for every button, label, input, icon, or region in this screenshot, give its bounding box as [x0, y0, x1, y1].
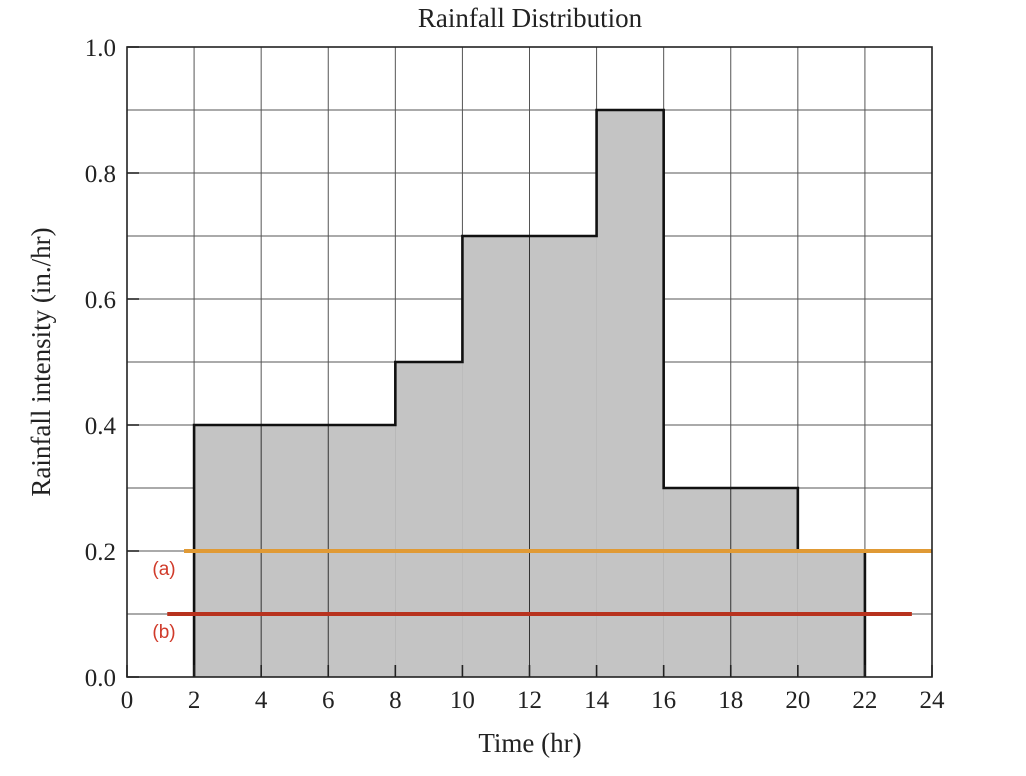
- y-tick-label-0.4: 0.4: [85, 413, 117, 440]
- x-tick-label-2: 2: [188, 687, 201, 714]
- x-tick-label-8: 8: [389, 687, 402, 714]
- y-tick-label-0.6: 0.6: [85, 287, 116, 314]
- x-tick-label-6: 6: [322, 687, 335, 714]
- x-tick-label-12: 12: [517, 687, 542, 714]
- step-bar-1: [395, 362, 463, 677]
- x-tick-label-10: 10: [450, 687, 475, 714]
- reference-label-a: (a): [152, 559, 175, 580]
- x-tick-label-20: 20: [785, 687, 810, 714]
- x-tick-label-0: 0: [121, 687, 134, 714]
- x-tick-label-24: 24: [920, 687, 946, 714]
- x-tick-label-22: 22: [852, 687, 877, 714]
- x-axis-title: Time (hr): [478, 728, 581, 758]
- x-tick-label-4: 4: [255, 687, 268, 714]
- step-outline: [192, 108, 867, 677]
- reference-label-b: (b): [152, 622, 175, 643]
- reference-lines: (a) (b): [152, 549, 932, 643]
- y-tick-label-0.8: 0.8: [85, 161, 116, 188]
- y-tick-label-0.0: 0.0: [85, 665, 116, 692]
- axis-ticks: 0 2 4 6 8 10 12 14 16 18 20 22 240.00.20.40.60.81.0: [85, 35, 945, 714]
- y-tick-label-1.0: 1.0: [85, 35, 116, 62]
- x-tick-label-18: 18: [718, 687, 743, 714]
- chart-title: Rainfall Distribution: [418, 3, 643, 33]
- step-bar-3: [596, 110, 664, 677]
- x-tick-label-14: 14: [584, 687, 610, 714]
- x-tick-label-16: 16: [651, 687, 676, 714]
- y-axis-title: Rainfall intensity (in./hr): [26, 227, 56, 496]
- y-tick-label-0.2: 0.2: [85, 539, 116, 566]
